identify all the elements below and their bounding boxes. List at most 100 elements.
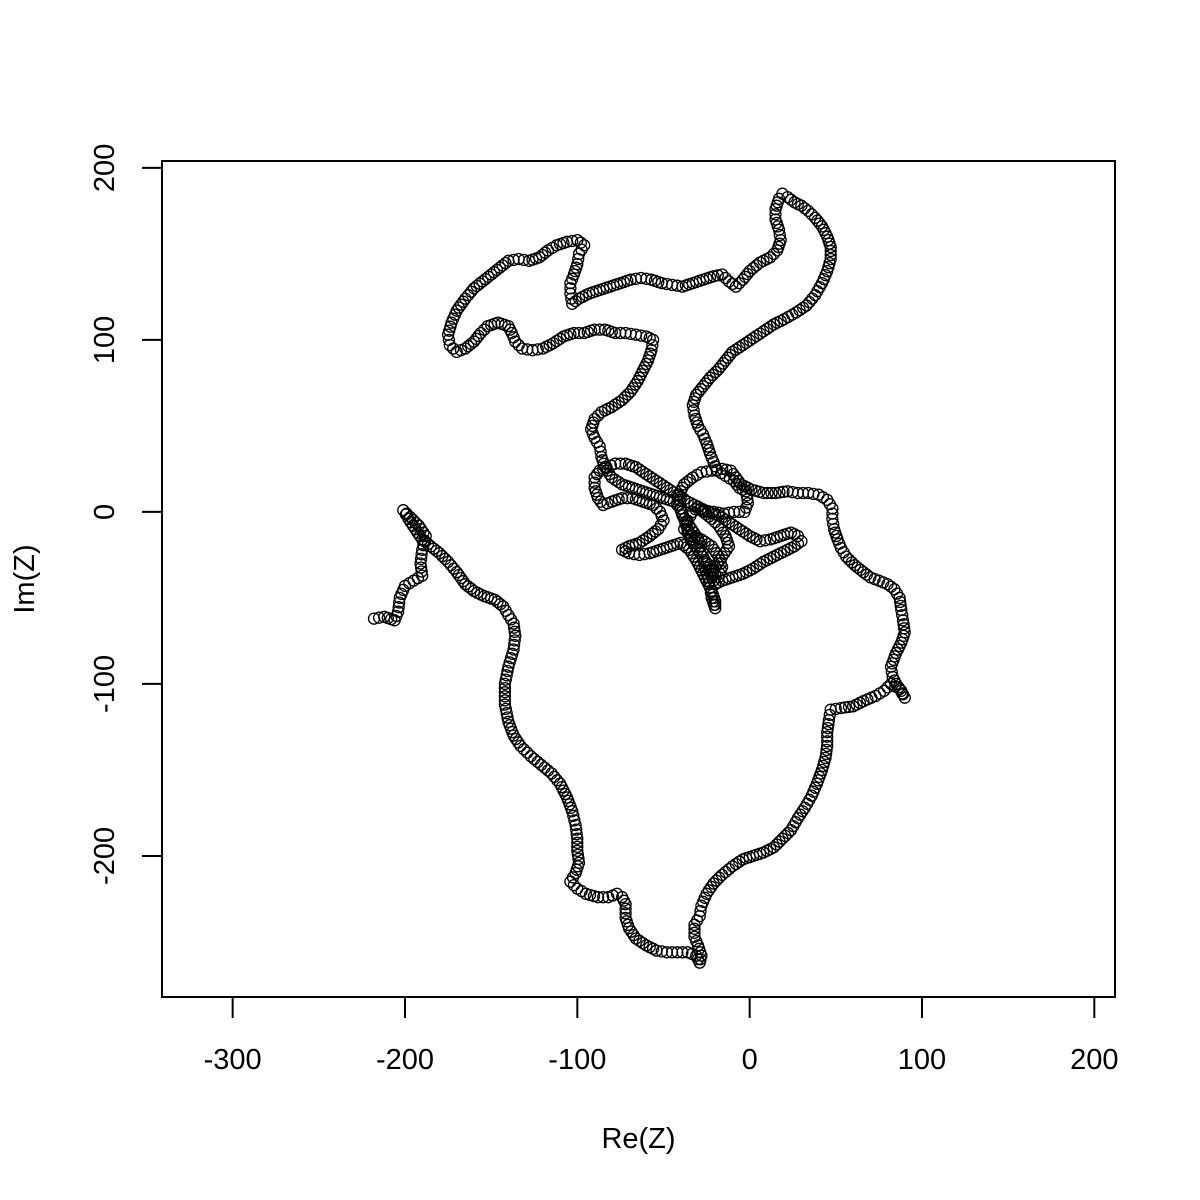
data-point: [726, 277, 739, 291]
data-point: [798, 202, 811, 215]
data-point: [509, 732, 523, 746]
data-point: [507, 638, 521, 652]
data-point: [499, 673, 512, 686]
data-point: [897, 618, 910, 631]
data-point: [665, 946, 679, 959]
data-point: [498, 686, 512, 699]
data-point: [498, 677, 512, 691]
data-point: [715, 268, 729, 281]
data-point: [743, 334, 756, 347]
data-point: [687, 404, 700, 417]
data-point: [719, 529, 732, 543]
data-point: [578, 326, 591, 340]
data-point: [688, 922, 701, 935]
data-point: [567, 809, 580, 822]
data-point: [416, 569, 429, 582]
data-point: [702, 504, 715, 518]
data-point: [598, 323, 612, 336]
data-point: [750, 259, 763, 272]
data-point: [821, 735, 834, 748]
data-point: [553, 332, 567, 345]
data-point: [736, 338, 749, 352]
data-point: [769, 486, 782, 500]
data-point: [571, 836, 584, 849]
data-point: [633, 536, 646, 550]
data-point: [638, 547, 651, 561]
data-point: [450, 304, 463, 317]
data-point: [726, 860, 739, 873]
x-tick-label: 200: [1070, 1044, 1118, 1076]
data-point: [646, 472, 660, 485]
data-point: [824, 244, 837, 258]
data-point: [820, 743, 833, 757]
data-point: [740, 336, 753, 349]
data-point: [404, 516, 417, 529]
data-point: [415, 565, 428, 578]
data-point: [569, 295, 582, 308]
data-point: [402, 512, 415, 525]
data-point: [759, 534, 772, 547]
data-point: [498, 681, 512, 695]
data-point: [516, 342, 529, 355]
data-point: [567, 879, 581, 892]
data-point: [597, 891, 610, 904]
data-point: [671, 279, 684, 292]
data-point: [557, 330, 570, 343]
data-point: [498, 694, 512, 707]
data-point: [764, 251, 777, 264]
data-point: [415, 548, 428, 561]
data-point: [786, 485, 799, 499]
data-point: [508, 634, 521, 647]
data-point: [571, 840, 584, 853]
data-point: [700, 887, 713, 900]
data-point: [784, 193, 798, 206]
data-point: [419, 529, 432, 543]
x-axis: -300 -200 -100 0 100 200: [204, 996, 1119, 1076]
data-point: [712, 519, 725, 532]
data-point: [629, 461, 643, 474]
data-point: [619, 897, 632, 911]
data-point: [502, 660, 515, 673]
data-point: [414, 552, 428, 566]
data-point: [588, 412, 601, 426]
data-point: [826, 507, 839, 520]
data-points: [367, 187, 911, 969]
data-point: [667, 486, 680, 499]
data-point: [593, 323, 606, 336]
data-point: [454, 571, 468, 585]
data-point: [740, 485, 753, 498]
data-point: [615, 478, 629, 491]
data-point: [760, 322, 774, 336]
y-tick-label: 100: [89, 316, 121, 364]
data-point: [736, 525, 749, 538]
data-point: [898, 626, 911, 639]
data-point: [640, 272, 653, 285]
data-point: [822, 717, 835, 731]
data-point: [500, 669, 513, 682]
data-point: [769, 213, 782, 226]
data-point: [588, 481, 601, 494]
x-tick-label: 100: [898, 1044, 946, 1076]
y-axis: -200 -100 0 100 200: [89, 144, 163, 885]
data-point: [568, 814, 581, 827]
data-point: [391, 605, 405, 618]
data-point: [629, 932, 643, 945]
data-point: [417, 526, 430, 539]
data-point: [650, 474, 663, 488]
data-point: [550, 334, 563, 348]
data-point: [452, 568, 465, 582]
data-point: [619, 902, 632, 915]
data-point: [741, 493, 754, 506]
data-point: [700, 557, 714, 570]
data-point: [877, 684, 891, 697]
data-point: [688, 930, 701, 943]
data-point: [753, 557, 767, 571]
data-point: [746, 332, 760, 345]
data-point: [769, 208, 782, 221]
data-point: [569, 818, 582, 832]
data-point: [676, 946, 689, 959]
y-tick-label: 0: [89, 504, 121, 520]
data-point: [603, 467, 616, 481]
